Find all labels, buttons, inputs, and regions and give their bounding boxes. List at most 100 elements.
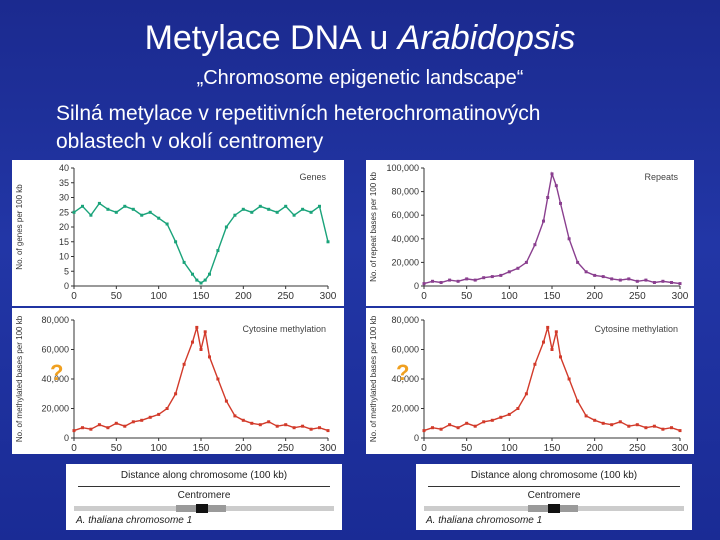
data-point bbox=[473, 424, 477, 428]
data-point bbox=[309, 210, 313, 214]
data-point bbox=[601, 275, 605, 279]
data-point bbox=[195, 278, 199, 282]
data-point bbox=[97, 201, 101, 205]
x-tick-label: 0 bbox=[421, 443, 427, 454]
centromere-label-left: Centromere bbox=[177, 490, 231, 501]
data-point bbox=[182, 260, 186, 264]
data-point bbox=[524, 260, 528, 264]
data-point bbox=[123, 204, 127, 208]
data-point bbox=[559, 201, 562, 205]
data-point bbox=[627, 277, 631, 281]
data-point bbox=[554, 330, 558, 334]
data-point bbox=[191, 272, 194, 276]
x-tick-label: 150 bbox=[544, 443, 561, 454]
x-tick-label: 50 bbox=[111, 291, 123, 302]
data-point bbox=[284, 423, 288, 427]
data-point bbox=[465, 277, 469, 281]
chromosome-strip-left: Distance along chromosome (100 kb) Centr… bbox=[66, 464, 342, 530]
y-tick-label: 20,000 bbox=[41, 404, 69, 414]
data-point bbox=[490, 275, 494, 279]
data-point bbox=[490, 418, 494, 422]
y-tick-label: 30 bbox=[59, 193, 69, 203]
data-point bbox=[267, 207, 271, 211]
data-point bbox=[216, 377, 220, 381]
y-tick-label: 10 bbox=[59, 252, 69, 262]
y-tick-label: 40,000 bbox=[391, 234, 419, 244]
x-tick-label: 0 bbox=[421, 291, 427, 302]
data-point bbox=[601, 421, 605, 425]
repeats-chart: No. of repeat bases per 100 kb 0 20,000 40,… bbox=[369, 163, 689, 302]
data-point bbox=[516, 407, 520, 410]
data-point bbox=[670, 281, 673, 284]
repeats-chart-panel: No. of repeat bases per 100 kb 0 20,000 40,… bbox=[366, 160, 694, 306]
data-point bbox=[524, 392, 528, 396]
slide-title: Metylace DNA u Arabidopsis bbox=[0, 18, 720, 58]
data-point bbox=[318, 426, 321, 430]
chromosome-label-right: A. thaliana chromosome 1 bbox=[426, 515, 543, 526]
data-point bbox=[114, 210, 118, 214]
y-tick-label: 40 bbox=[59, 163, 69, 173]
data-point bbox=[554, 184, 558, 188]
data-point bbox=[567, 377, 571, 381]
data-point bbox=[610, 423, 614, 427]
question-mark-right: ? bbox=[396, 360, 410, 385]
x-tick-label: 250 bbox=[629, 443, 646, 454]
data-point bbox=[72, 429, 76, 433]
data-point bbox=[431, 279, 434, 283]
data-point bbox=[233, 414, 237, 418]
y-tick-label: 80,000 bbox=[391, 315, 419, 325]
y-tick-label: 0 bbox=[64, 281, 69, 291]
x-tick-label: 0 bbox=[71, 443, 77, 454]
data-point bbox=[140, 213, 144, 217]
x-tick-label: 300 bbox=[320, 443, 337, 454]
data-point bbox=[199, 281, 203, 285]
data-point bbox=[559, 355, 562, 359]
x-tick-label: 250 bbox=[277, 291, 294, 302]
data-point bbox=[550, 172, 554, 176]
data-point bbox=[267, 420, 271, 424]
data-point bbox=[233, 213, 237, 217]
y-tick-label: 40,000 bbox=[41, 374, 69, 384]
data-point bbox=[431, 426, 434, 430]
data-point bbox=[482, 420, 486, 424]
data-point bbox=[72, 210, 76, 214]
data-point bbox=[482, 276, 486, 280]
x-tick-label: 100 bbox=[501, 291, 518, 302]
data-point bbox=[567, 237, 571, 241]
data-point bbox=[258, 423, 262, 427]
data-point bbox=[81, 204, 84, 208]
data-point bbox=[593, 418, 597, 422]
x-tick-label: 50 bbox=[461, 443, 473, 454]
data-point bbox=[661, 279, 665, 283]
data-point bbox=[618, 278, 622, 282]
data-point bbox=[131, 207, 135, 211]
data-point bbox=[448, 423, 452, 427]
centromere-marker-right bbox=[548, 504, 560, 513]
y-tick-label: 15 bbox=[59, 237, 69, 247]
genes-chart: No. of genes per 100 kb 0 5 10 15 20 25 30 35 40 0… bbox=[15, 163, 337, 302]
data-point bbox=[652, 281, 656, 284]
data-point bbox=[456, 426, 460, 430]
slide-body: Silná metylace v repetitivních heterochr… bbox=[56, 100, 696, 156]
data-point bbox=[439, 427, 443, 431]
methylation-chart-right-panel: No. of methylated bases per 100 kb 0 20,00… bbox=[366, 308, 694, 454]
y-tick-label: 0 bbox=[64, 433, 69, 443]
y-tick-label: 80,000 bbox=[41, 315, 69, 325]
chart-title: Repeats bbox=[644, 172, 678, 182]
data-point bbox=[275, 210, 279, 214]
data-point bbox=[593, 273, 597, 277]
data-point bbox=[301, 207, 305, 211]
data-point bbox=[507, 412, 511, 416]
data-point bbox=[216, 249, 220, 253]
data-point bbox=[644, 278, 648, 282]
methylation-chart-right: No. of methylated bases per 100 kb 0 20,00… bbox=[369, 315, 689, 454]
data-point bbox=[473, 278, 477, 282]
y-axis-label: No. of genes per 100 kb bbox=[15, 184, 24, 270]
series-line bbox=[423, 171, 681, 285]
slide-body-line-2: oblastech v okolí centromery bbox=[56, 130, 324, 153]
y-tick-label: 25 bbox=[59, 207, 69, 217]
data-point bbox=[199, 348, 203, 351]
centromere-label-right: Centromere bbox=[527, 490, 581, 501]
data-point bbox=[533, 243, 537, 247]
data-point bbox=[208, 272, 211, 276]
